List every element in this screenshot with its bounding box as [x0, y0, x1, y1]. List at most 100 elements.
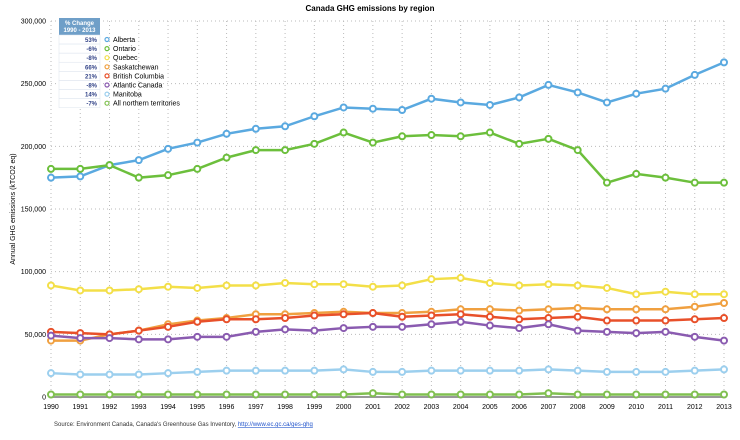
data-point[interactable]	[544, 80, 553, 89]
data-point[interactable]	[720, 336, 728, 345]
data-point[interactable]	[368, 367, 377, 376]
data-point[interactable]	[632, 290, 641, 299]
data-point[interactable]	[310, 280, 319, 289]
data-point[interactable]	[222, 153, 231, 162]
data-point[interactable]	[661, 316, 670, 325]
data-point[interactable]	[368, 309, 377, 318]
data-point[interactable]	[310, 326, 319, 335]
data-point[interactable]	[339, 128, 348, 137]
data-point[interactable]	[76, 164, 85, 173]
data-point[interactable]	[720, 178, 728, 187]
data-point[interactable]	[661, 305, 670, 314]
data-point[interactable]	[515, 366, 524, 375]
data-point[interactable]	[105, 161, 114, 170]
data-point[interactable]	[310, 139, 319, 148]
data-point[interactable]	[485, 128, 494, 137]
data-point[interactable]	[193, 390, 202, 399]
data-point[interactable]	[573, 281, 582, 290]
data-point[interactable]	[573, 312, 582, 321]
data-point[interactable]	[690, 366, 699, 375]
data-point[interactable]	[398, 105, 407, 114]
data-point[interactable]	[602, 316, 611, 325]
data-point[interactable]	[602, 390, 611, 399]
data-point[interactable]	[720, 314, 728, 323]
legend-label[interactable]: Atlantic Canada	[113, 83, 163, 90]
data-point[interactable]	[76, 172, 85, 181]
data-point[interactable]	[515, 139, 524, 148]
data-point[interactable]	[251, 146, 260, 155]
data-point[interactable]	[164, 171, 173, 180]
data-point[interactable]	[193, 367, 202, 376]
data-point[interactable]	[661, 173, 670, 182]
data-point[interactable]	[339, 365, 348, 374]
data-point[interactable]	[76, 286, 85, 295]
data-point[interactable]	[47, 281, 55, 290]
data-point[interactable]	[632, 316, 641, 325]
data-point[interactable]	[720, 290, 728, 299]
data-point[interactable]	[515, 324, 524, 333]
data-point[interactable]	[661, 390, 670, 399]
data-point[interactable]	[485, 278, 494, 287]
data-point[interactable]	[515, 390, 524, 399]
data-point[interactable]	[602, 283, 611, 292]
data-point[interactable]	[427, 366, 436, 375]
data-point[interactable]	[573, 366, 582, 375]
data-point[interactable]	[632, 169, 641, 178]
data-point[interactable]	[222, 281, 231, 290]
data-point[interactable]	[485, 366, 494, 375]
data-point[interactable]	[281, 122, 290, 131]
data-point[interactable]	[251, 390, 260, 399]
data-point[interactable]	[281, 314, 290, 323]
data-point[interactable]	[310, 366, 319, 375]
data-point[interactable]	[690, 178, 699, 187]
data-point[interactable]	[134, 285, 143, 294]
data-point[interactable]	[222, 366, 231, 375]
data-point[interactable]	[690, 290, 699, 299]
data-point[interactable]	[661, 84, 670, 93]
data-point[interactable]	[47, 331, 55, 340]
data-point[interactable]	[368, 282, 377, 291]
legend-label[interactable]: Quebec	[113, 55, 138, 62]
data-point[interactable]	[134, 370, 143, 379]
data-point[interactable]	[427, 131, 436, 140]
data-point[interactable]	[339, 324, 348, 333]
data-point[interactable]	[47, 390, 55, 399]
data-point[interactable]	[281, 146, 290, 155]
data-point[interactable]	[690, 315, 699, 324]
data-point[interactable]	[485, 312, 494, 321]
data-point[interactable]	[251, 315, 260, 324]
data-point[interactable]	[222, 332, 231, 341]
data-point[interactable]	[602, 327, 611, 336]
data-point[interactable]	[544, 134, 553, 143]
data-point[interactable]	[398, 312, 407, 321]
data-point[interactable]	[339, 390, 348, 399]
data-point[interactable]	[602, 367, 611, 376]
data-point[interactable]	[368, 389, 377, 398]
data-point[interactable]	[485, 305, 494, 314]
legend-label[interactable]: British Columbia	[113, 73, 164, 80]
data-point[interactable]	[456, 132, 465, 141]
data-point[interactable]	[427, 275, 436, 284]
data-point[interactable]	[47, 164, 55, 173]
data-point[interactable]	[544, 314, 553, 323]
data-point[interactable]	[76, 334, 85, 343]
data-point[interactable]	[76, 370, 85, 379]
data-point[interactable]	[105, 390, 114, 399]
data-point[interactable]	[427, 320, 436, 329]
data-point[interactable]	[573, 88, 582, 97]
data-point[interactable]	[251, 124, 260, 133]
data-point[interactable]	[456, 273, 465, 282]
data-point[interactable]	[632, 390, 641, 399]
data-point[interactable]	[573, 304, 582, 313]
data-point[interactable]	[573, 326, 582, 335]
data-point[interactable]	[632, 305, 641, 314]
data-point[interactable]	[515, 315, 524, 324]
data-point[interactable]	[251, 281, 260, 290]
data-point[interactable]	[398, 390, 407, 399]
data-point[interactable]	[544, 365, 553, 374]
data-point[interactable]	[720, 390, 728, 399]
data-point[interactable]	[398, 132, 407, 141]
data-point[interactable]	[281, 325, 290, 334]
data-point[interactable]	[193, 317, 202, 326]
data-point[interactable]	[720, 299, 728, 307]
